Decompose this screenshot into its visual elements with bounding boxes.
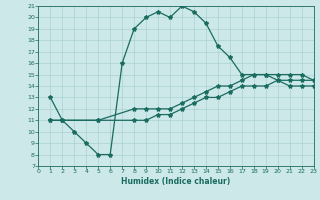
X-axis label: Humidex (Indice chaleur): Humidex (Indice chaleur) bbox=[121, 177, 231, 186]
